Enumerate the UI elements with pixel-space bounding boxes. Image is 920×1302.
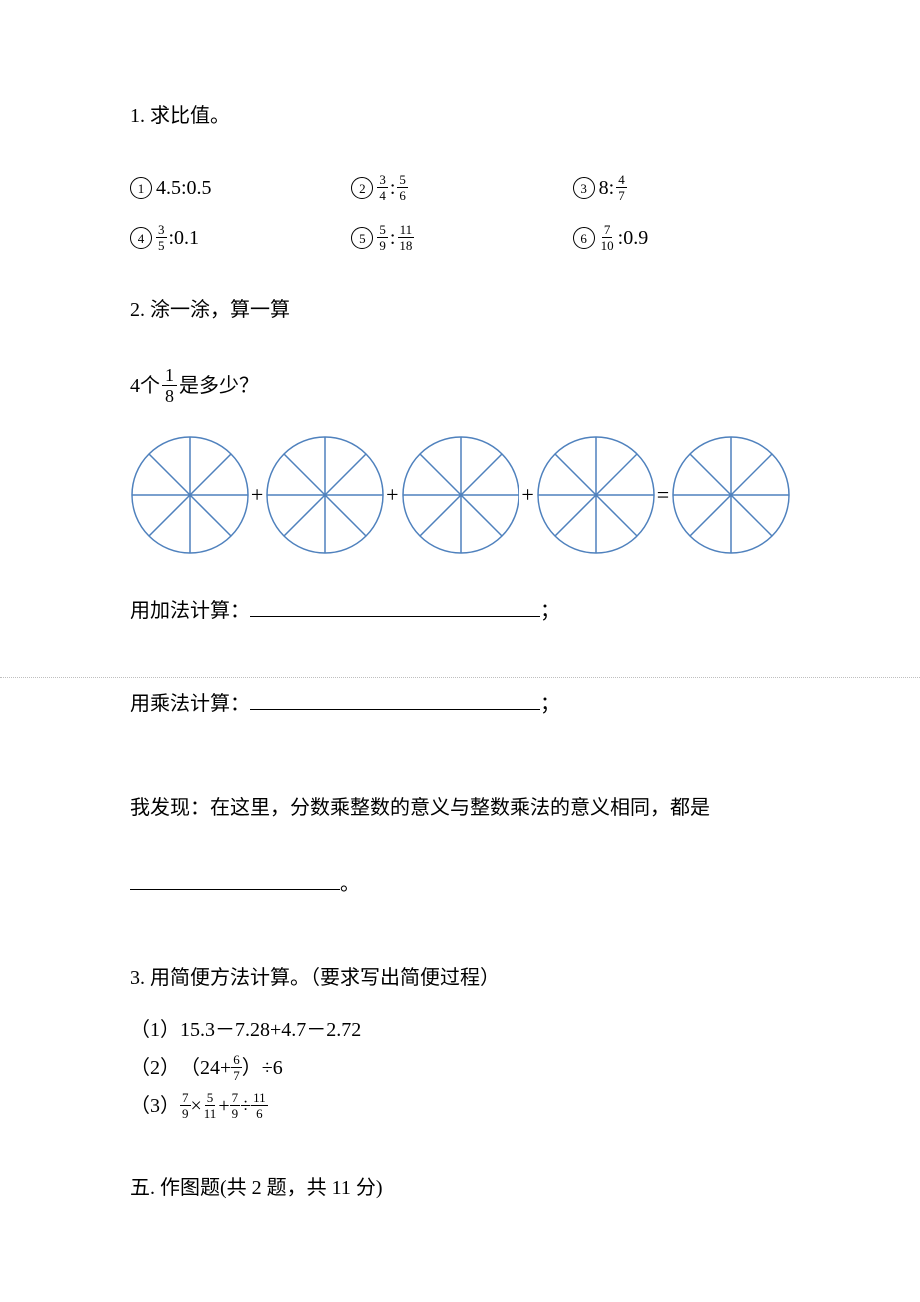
q3-item-2: （2）（24+ 67 ）÷6 <box>130 1052 790 1084</box>
discover-blank[interactable] <box>130 869 340 890</box>
semicolon-1: ； <box>540 600 560 622</box>
multiplication-blank[interactable] <box>250 689 540 710</box>
discover-text: 我发现：在这里，分数乘整数的意义与整数乘法的意义相同，都是 <box>130 797 710 819</box>
addition-label: 用加法计算： <box>130 600 250 622</box>
dotted-divider-wrap <box>0 677 920 678</box>
circled-number: 2 <box>351 177 373 199</box>
fraction: 1118 <box>397 223 414 252</box>
q3-item-1: （1）15.3－7.28+4.7－2.72 <box>130 1014 790 1046</box>
operator: + <box>386 477 398 512</box>
question-2: 2. 涂一涂，算一算 4个 1 8 是多少？ + + + = 用加法计算： ； 用乘法计… <box>130 294 790 922</box>
q3-item-label: （2） <box>130 1052 180 1084</box>
fraction: 56 <box>397 173 408 202</box>
circled-number: 3 <box>573 177 595 199</box>
circled-number: 6 <box>573 227 595 249</box>
q3-item-3: （3）79×511+79÷116 <box>130 1090 790 1122</box>
dotted-divider <box>0 677 920 678</box>
ratio-grid: 14.5:0.5234 : 5638: 47 435 :0.1559 : 1118… <box>130 172 790 254</box>
question-1-title: 1. 求比值。 <box>130 100 790 132</box>
addition-blank[interactable] <box>250 596 540 617</box>
circled-number: 4 <box>130 227 152 249</box>
discover-block: 我发现：在这里，分数乘整数的意义与整数乘法的意义相同，都是 。 <box>130 770 790 922</box>
ratio-item-2: 234 : 56 <box>351 172 568 204</box>
pie-circle-icon <box>130 435 249 555</box>
q3-item-label: （3） <box>130 1090 180 1122</box>
question-2-title: 2. 涂一涂，算一算 <box>130 294 790 326</box>
fraction: 79 <box>180 1091 191 1120</box>
fraction: 35 <box>156 223 167 252</box>
ratio-item-3: 38: 47 <box>573 172 790 204</box>
circled-number: 5 <box>351 227 373 249</box>
prompt-prefix: 4个 <box>130 370 160 402</box>
question-1: 1. 求比值。 14.5:0.5234 : 5638: 47435 :0.155… <box>130 100 790 254</box>
operator: = <box>657 477 669 512</box>
question-3: 3. 用简便方法计算。（要求写出简便过程） （1）15.3－7.28+4.7－2… <box>130 962 790 1122</box>
ratio-item-4: 435 :0.1 <box>130 222 347 254</box>
question-3-title: 3. 用简便方法计算。（要求写出简便过程） <box>130 962 790 994</box>
prompt-suffix: 是多少？ <box>179 370 259 402</box>
question-3-list: （1）15.3－7.28+4.7－2.72（2）（24+ 67 ）÷6（3）79… <box>130 1014 790 1122</box>
fraction: 710 <box>599 223 616 252</box>
multiplication-label: 用乘法计算： <box>130 693 250 715</box>
addition-line: 用加法计算： ； <box>130 595 790 627</box>
fraction: 67 <box>231 1053 242 1082</box>
fraction: 34 <box>377 173 388 202</box>
multiplication-line: 用乘法计算： ； <box>130 688 790 720</box>
ratio-item-1: 14.5:0.5 <box>130 172 347 204</box>
pie-circle-icon <box>671 435 790 555</box>
fraction: 116 <box>251 1091 268 1120</box>
fraction: 47 <box>616 173 627 202</box>
q3-item-label: （1） <box>130 1014 180 1046</box>
section-5-title: 五. 作图题(共 2 题，共 11 分) <box>130 1172 790 1204</box>
ratio-item-6: 6710 :0.9 <box>573 222 790 254</box>
discover-period: 。 <box>340 873 360 895</box>
question-2-prompt: 4个 1 8 是多少？ <box>130 366 790 405</box>
pie-circle-icon <box>536 435 655 555</box>
ratio-item-5: 559 : 1118 <box>351 222 568 254</box>
pie-circle-icon <box>265 435 384 555</box>
operator: + <box>521 477 533 512</box>
fraction: 59 <box>377 223 388 252</box>
prompt-fraction: 1 8 <box>162 366 177 405</box>
semicolon-2: ； <box>540 693 560 715</box>
operator: + <box>251 477 263 512</box>
circled-number: 1 <box>130 177 152 199</box>
fraction: 79 <box>230 1091 241 1120</box>
fraction: 511 <box>202 1091 219 1120</box>
pie-equation-row: + + + = <box>130 435 790 555</box>
pie-circle-icon <box>401 435 520 555</box>
